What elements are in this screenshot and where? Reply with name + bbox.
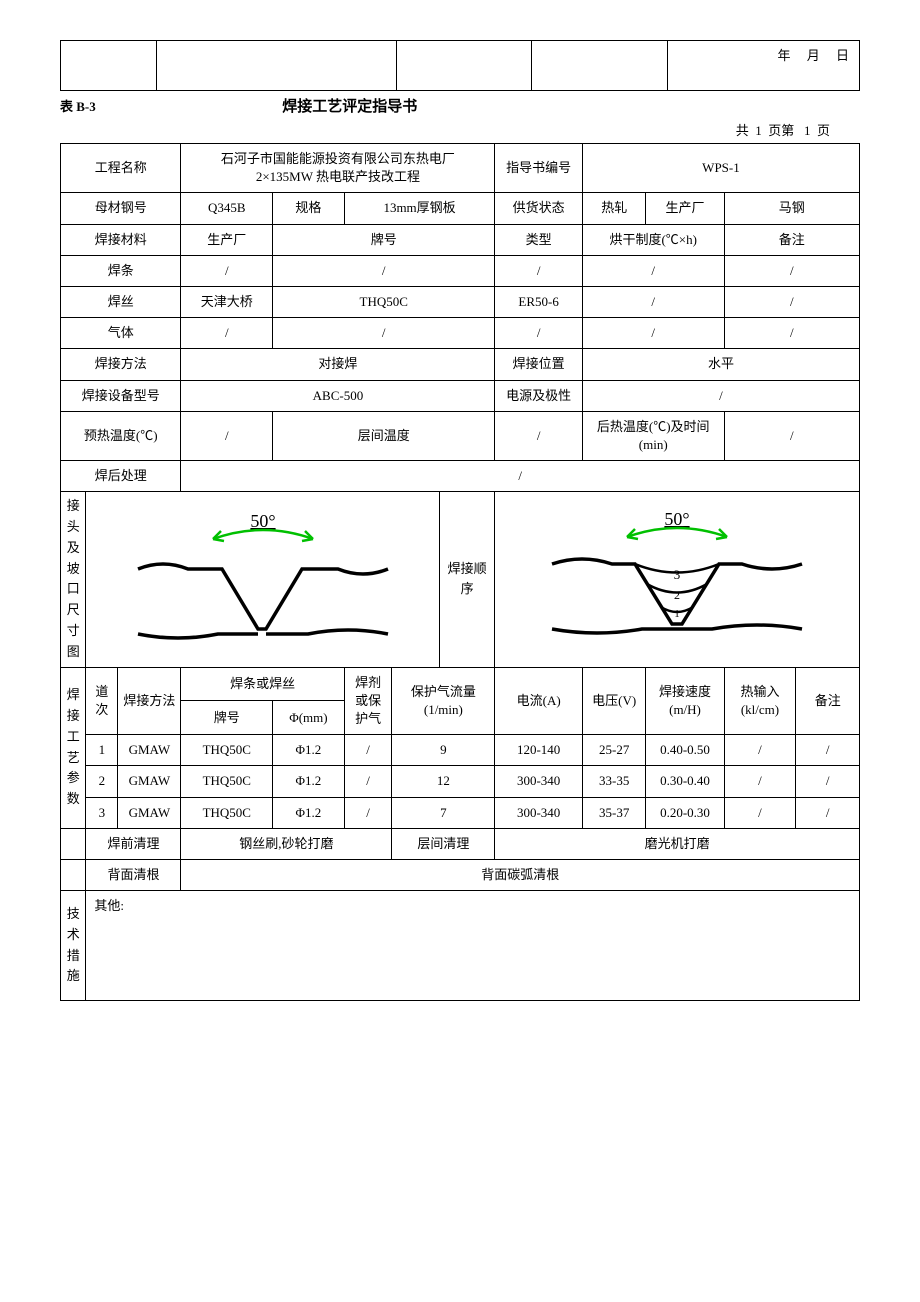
- label-preheat: 预热温度(℃): [61, 411, 181, 460]
- val-weld-pos: 水平: [582, 349, 859, 380]
- param-row-2: 2 GMAW THQ50C Φ1.2 / 12 300-340 33-35 0.…: [61, 766, 860, 797]
- pager: 共 1 页第 1 页: [60, 120, 860, 139]
- label-base-steel: 母材钢号: [61, 193, 181, 224]
- val-supply: 热轧: [582, 193, 646, 224]
- val-postheat: /: [724, 411, 859, 460]
- h-method: 焊接方法: [118, 667, 181, 735]
- label-weld-pos: 焊接位置: [495, 349, 583, 380]
- mat-row-wire: 焊丝 天津大桥 THQ50C ER50-6 / /: [61, 286, 860, 317]
- h-flux: 焊剂或保护气: [344, 667, 392, 735]
- date-year-label: 年: [777, 48, 790, 63]
- date-month-label: 月: [807, 48, 820, 63]
- val-power: /: [582, 380, 859, 411]
- label-interpass: 层间温度: [273, 411, 495, 460]
- label-joint-diagram: 接头及坡口尺寸图: [61, 492, 86, 667]
- sequence-diagram: 50° 3 2 1: [495, 492, 860, 667]
- val-preheat: /: [181, 411, 273, 460]
- val-pwht: /: [181, 461, 860, 492]
- label-power: 电源及极性: [495, 380, 583, 411]
- label-postheat: 后热温度(℃)及时间(min): [582, 411, 724, 460]
- date-day-label: 日: [836, 48, 849, 63]
- svg-text:1: 1: [674, 608, 680, 620]
- svg-text:3: 3: [674, 567, 681, 582]
- label-project: 工程名称: [61, 144, 181, 193]
- h-brand: 牌号: [181, 701, 273, 735]
- label-guide-no: 指导书编号: [495, 144, 583, 193]
- mat-row-gas: 气体 / / / / /: [61, 318, 860, 349]
- param-row-1: 1 GMAW THQ50C Φ1.2 / 9 120-140 25-27 0.4…: [61, 735, 860, 766]
- h-voltage: 电压(V): [582, 667, 646, 735]
- joint-diagram: 50°: [86, 492, 440, 667]
- col-remark: 备注: [724, 224, 859, 255]
- label-supply: 供货状态: [495, 193, 583, 224]
- label-interclean: 层间清理: [392, 828, 495, 859]
- label-backgouge: 背面清根: [86, 859, 181, 890]
- mat-row-rod: 焊条 / / / / /: [61, 255, 860, 286]
- label-weld-sequence: 焊接顺序: [439, 492, 494, 667]
- label-weld-params: 焊接工艺参数: [61, 667, 86, 828]
- val-weld-method: 对接焊: [181, 349, 495, 380]
- h-speed: 焊接速度(m/H): [646, 667, 724, 735]
- h-current: 电流(A): [495, 667, 583, 735]
- label-preclean: 焊前清理: [86, 828, 181, 859]
- doc-title: 焊接工艺评定指导书: [282, 99, 417, 115]
- label-pwht: 焊后处理: [61, 461, 181, 492]
- col-brand: 牌号: [273, 224, 495, 255]
- h-pass: 道次: [86, 667, 118, 735]
- label-equip: 焊接设备型号: [61, 380, 181, 411]
- col-dry: 烘干制度(℃×h): [582, 224, 724, 255]
- label-spec: 规格: [273, 193, 345, 224]
- val-spec: 13mm厚钢板: [344, 193, 495, 224]
- label-tech-measures: 技术措施: [61, 891, 86, 1001]
- val-project: 石河子市国能能源投资有限公司东热电厂 2×135MW 热电联产技改工程: [181, 144, 495, 193]
- svg-text:50°: 50°: [665, 509, 690, 529]
- h-wire: 焊条或焊丝: [181, 667, 344, 701]
- label-weld-material: 焊接材料: [61, 224, 181, 255]
- h-dia: Φ(mm): [273, 701, 345, 735]
- col-type: 类型: [495, 224, 583, 255]
- h-gas: 保护气流量(1/min): [392, 667, 495, 735]
- svg-text:50°: 50°: [250, 511, 275, 531]
- val-interclean: 磨光机打磨: [495, 828, 860, 859]
- h-remark: 备注: [796, 667, 860, 735]
- val-interpass: /: [495, 411, 583, 460]
- val-guide-no: WPS-1: [582, 144, 859, 193]
- param-row-3: 3 GMAW THQ50C Φ1.2 / 7 300-340 35-37 0.2…: [61, 797, 860, 828]
- col-maker: 生产厂: [181, 224, 273, 255]
- doc-header: 年 月 日: [60, 40, 860, 91]
- svg-text:2: 2: [674, 588, 680, 602]
- table-number: 表 B-3: [60, 99, 96, 114]
- main-table: 工程名称 石河子市国能能源投资有限公司东热电厂 2×135MW 热电联产技改工程…: [60, 143, 860, 1001]
- val-backgouge: 背面碳弧清根: [181, 859, 860, 890]
- label-maker: 生产厂: [646, 193, 724, 224]
- val-preclean: 钢丝刷,砂轮打磨: [181, 828, 392, 859]
- val-base-steel: Q345B: [181, 193, 273, 224]
- val-equip: ABC-500: [181, 380, 495, 411]
- h-heat: 热输入(kl/cm): [724, 667, 796, 735]
- label-weld-method: 焊接方法: [61, 349, 181, 380]
- val-maker: 马钢: [724, 193, 859, 224]
- tech-other: 其他:: [86, 891, 860, 1001]
